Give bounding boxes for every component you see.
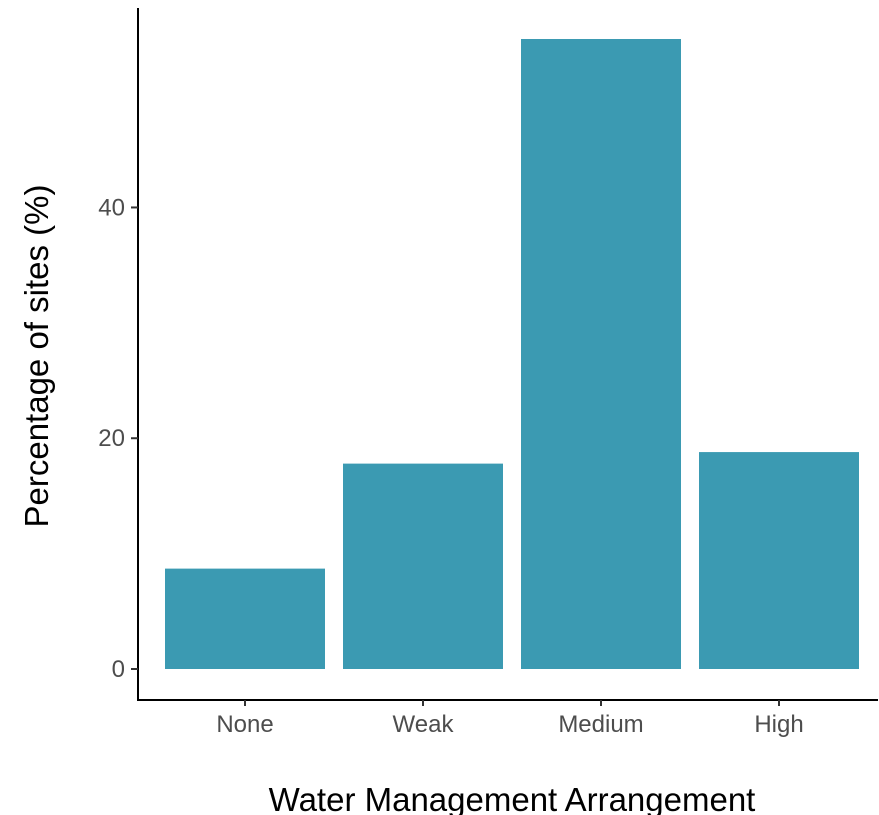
x-tick-label: Medium <box>558 711 643 738</box>
x-tick-label: High <box>754 711 803 738</box>
y-axis-title: Percentage of sites (%) <box>18 185 55 528</box>
y-tick-label: 40 <box>98 194 125 221</box>
bar-medium <box>521 39 681 669</box>
bar-none <box>165 568 325 669</box>
bar-high <box>699 452 859 669</box>
x-axis-title: Water Management Arrangement <box>269 781 756 815</box>
y-tick-label: 20 <box>98 425 125 452</box>
bar-weak <box>343 463 503 669</box>
x-tick-label: None <box>216 711 273 738</box>
x-ticks-group: None Weak Medium High <box>216 700 804 738</box>
x-tick-label: Weak <box>393 711 455 738</box>
y-ticks-group: 0 20 40 <box>98 194 138 683</box>
y-tick-label: 0 <box>112 656 125 683</box>
bars-group <box>165 39 859 669</box>
